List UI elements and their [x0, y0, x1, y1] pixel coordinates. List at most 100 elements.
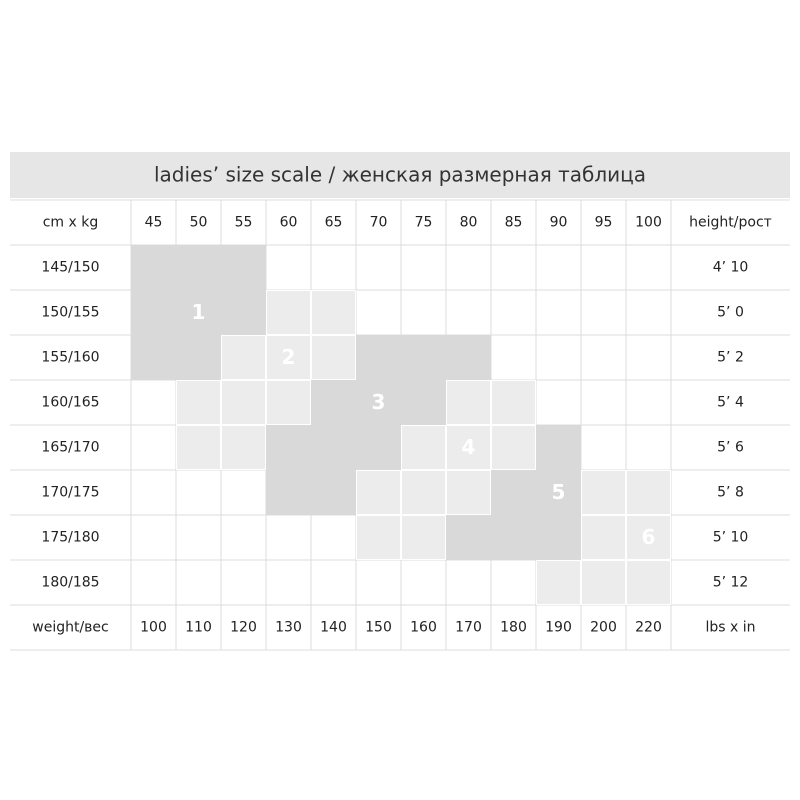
- size-zone-cell: [176, 290, 221, 335]
- footer-cell: 150: [365, 620, 392, 636]
- header-cell: 60: [280, 215, 298, 231]
- size-zone-cell: [176, 380, 221, 425]
- header-cell: 90: [550, 215, 568, 231]
- size-zone-cell: [311, 290, 356, 335]
- row-height: 5’ 4: [717, 395, 744, 411]
- row-height: 5’ 0: [717, 305, 744, 321]
- row-label: 145/150: [41, 260, 99, 276]
- row-height: 5’ 8: [717, 485, 744, 501]
- size-zone-cell: [446, 380, 491, 425]
- footer-cell: 110: [185, 620, 212, 636]
- row-label: 165/170: [41, 440, 99, 456]
- header-cell: height/рост: [689, 215, 772, 231]
- size-zone-cell: [266, 380, 311, 425]
- footer-cell: 170: [455, 620, 482, 636]
- size-zone-cell: [401, 470, 446, 515]
- size-zone-cell: [536, 470, 581, 515]
- header-cell: 100: [635, 215, 662, 231]
- row-label: 160/165: [41, 395, 99, 411]
- size-zone-cell: [176, 425, 221, 470]
- size-zone-cell: [401, 515, 446, 560]
- header-cell: 45: [145, 215, 163, 231]
- size-zone-cell: [626, 470, 671, 515]
- row-label: 175/180: [41, 530, 99, 546]
- footer-cell: 130: [275, 620, 302, 636]
- row-label: 150/155: [41, 305, 99, 321]
- size-zone-cell: [401, 425, 446, 470]
- size-zone-cell: [356, 380, 401, 425]
- header-cell: cm x kg: [43, 215, 99, 231]
- header-cell: 85: [505, 215, 523, 231]
- row-height: 5’ 12: [713, 575, 749, 591]
- size-zone-cell: [131, 245, 176, 290]
- size-zone-cell: [446, 335, 491, 380]
- footer-cell: 220: [635, 620, 662, 636]
- size-zone-cell: [131, 290, 176, 335]
- size-zone-cell: [221, 335, 266, 380]
- size-zone-cell: [311, 470, 356, 515]
- size-zone-cell: [176, 245, 221, 290]
- header-cell: 50: [190, 215, 208, 231]
- row-height: 4’ 10: [713, 260, 749, 276]
- size-zone-cell: [356, 470, 401, 515]
- footer-cell: 140: [320, 620, 347, 636]
- size-number: 4: [462, 435, 476, 459]
- size-zone-cell: [131, 335, 176, 380]
- header-cell: 75: [415, 215, 433, 231]
- header-cell: 70: [370, 215, 388, 231]
- size-zone-cell: [446, 470, 491, 515]
- size-zone-cell: [491, 470, 536, 515]
- size-zone-cell: [581, 515, 626, 560]
- row-height: 5’ 6: [717, 440, 744, 456]
- size-zone-cell: [401, 335, 446, 380]
- size-zone-cell: [491, 515, 536, 560]
- size-zone-cell: [536, 515, 581, 560]
- size-zone-cell: [266, 290, 311, 335]
- size-zone-cell: [266, 335, 311, 380]
- size-zone-cell: [446, 425, 491, 470]
- size-zone-cell: [626, 560, 671, 605]
- size-zone-cell: [536, 425, 581, 470]
- size-zone-cell: [221, 425, 266, 470]
- size-number: 6: [642, 525, 656, 549]
- size-zone-cell: [356, 335, 401, 380]
- row-height: 5’ 2: [717, 350, 744, 366]
- size-zone-cell: [581, 560, 626, 605]
- header-cell: 80: [460, 215, 478, 231]
- footer-cell: 180: [500, 620, 527, 636]
- footer-cell: 160: [410, 620, 437, 636]
- row-label: 155/160: [41, 350, 99, 366]
- size-zone-cell: [491, 425, 536, 470]
- footer-cell: weight/вес: [32, 620, 108, 636]
- table-title: ladies’ size scale / женская размерная т…: [154, 163, 646, 187]
- size-zone-cell: [221, 290, 266, 335]
- header-cell: 65: [325, 215, 343, 231]
- size-zone-cell: [221, 245, 266, 290]
- title-bar: [10, 152, 790, 198]
- size-zone-cell: [626, 515, 671, 560]
- size-zone-cell: [266, 470, 311, 515]
- size-number: 1: [192, 300, 206, 324]
- size-zone-cell: [311, 335, 356, 380]
- footer-cell: 120: [230, 620, 257, 636]
- row-height: 5’ 10: [713, 530, 749, 546]
- size-zone-cell: [536, 560, 581, 605]
- size-zone-cell: [446, 515, 491, 560]
- header-cell: 55: [235, 215, 253, 231]
- footer-cell: lbs x in: [705, 620, 755, 636]
- size-number: 2: [282, 345, 296, 369]
- footer-cell: 190: [545, 620, 572, 636]
- footer-cell: 200: [590, 620, 617, 636]
- size-zone-cell: [356, 425, 401, 470]
- size-zone-cell: [401, 380, 446, 425]
- size-zone-cell: [221, 380, 266, 425]
- size-zone-cell: [311, 380, 356, 425]
- row-label: 170/175: [41, 485, 99, 501]
- row-label: 180/185: [41, 575, 99, 591]
- size-number: 5: [552, 480, 566, 504]
- footer-cell: 100: [140, 620, 167, 636]
- header-cell: 95: [595, 215, 613, 231]
- size-zone-cell: [311, 425, 356, 470]
